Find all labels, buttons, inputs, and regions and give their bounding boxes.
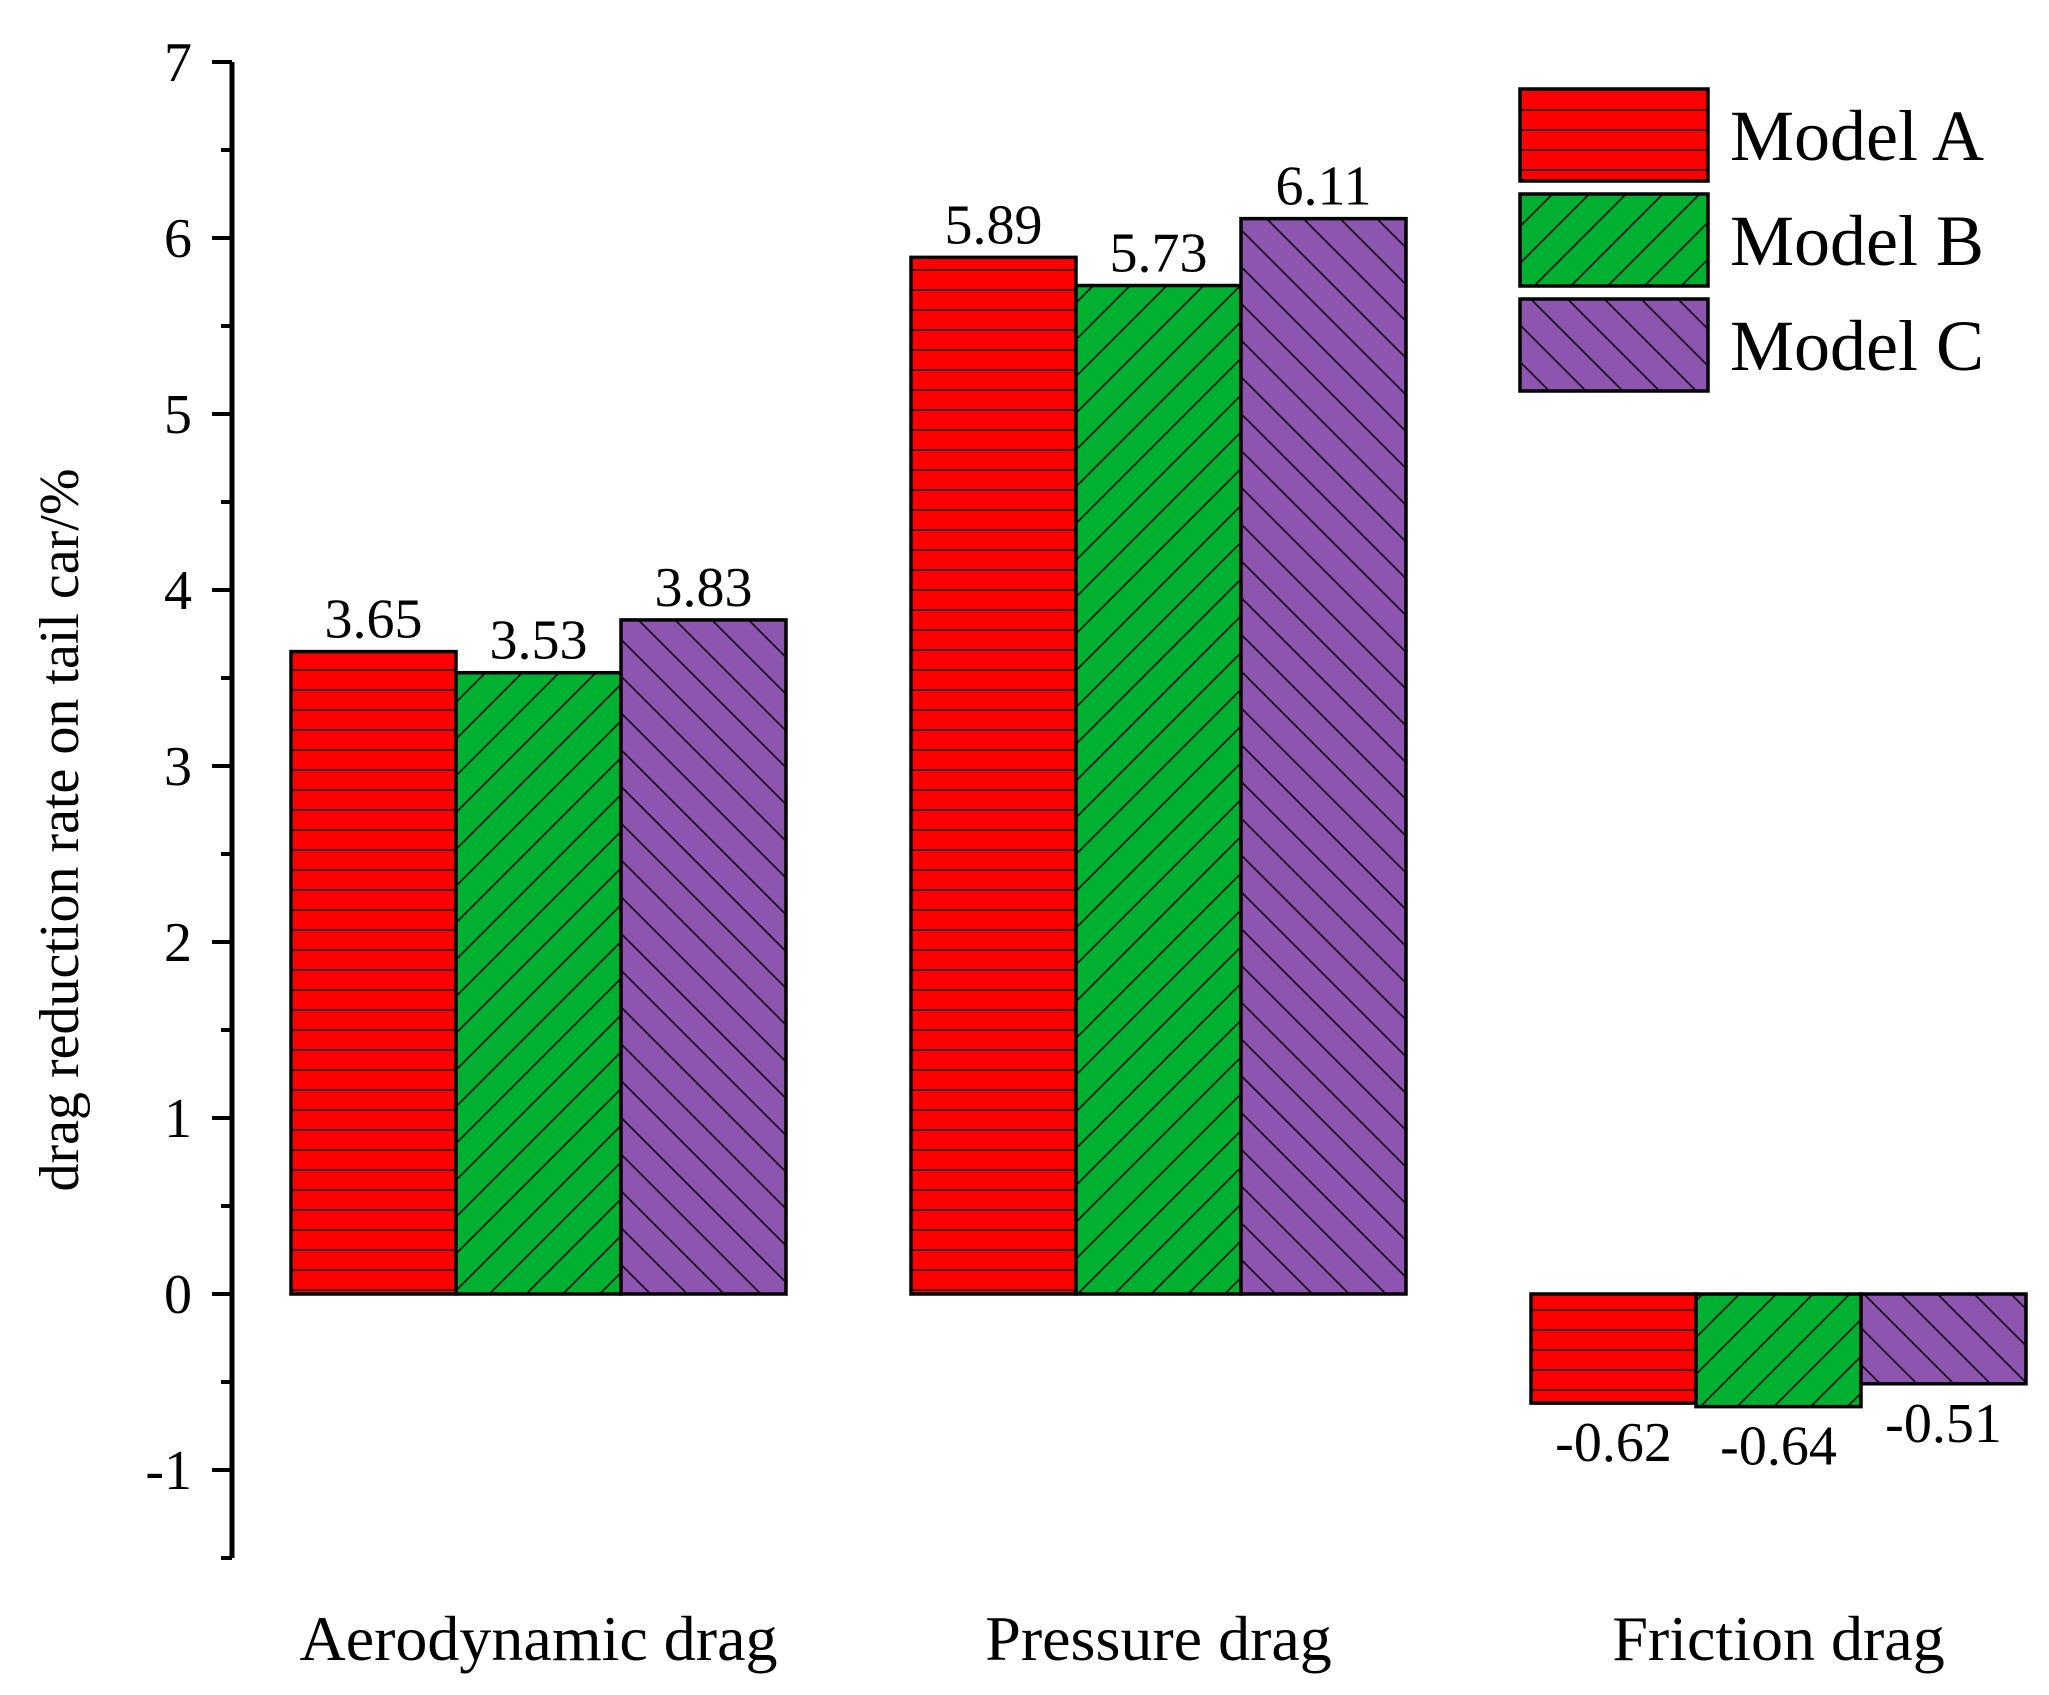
data-label: -0.51 bbox=[1885, 1393, 2002, 1455]
x-category-label: Aerodynamic drag bbox=[299, 1603, 777, 1674]
legend-label: Model A bbox=[1730, 96, 1984, 176]
y-tick-label: 3 bbox=[164, 736, 192, 798]
y-tick-label: 4 bbox=[164, 560, 192, 622]
y-tick-label: 2 bbox=[164, 912, 192, 974]
bar bbox=[619, 618, 788, 1296]
x-category-label: Friction drag bbox=[1612, 1603, 1944, 1674]
bar bbox=[454, 670, 623, 1296]
bar bbox=[1529, 1292, 1698, 1405]
plot-area: -1 0 1 2 3 4 5 6 7 3.65 3.53 3.83 Aerodynamic drag 5.… bbox=[145, 32, 2028, 1674]
y-tick-label: 0 bbox=[164, 1264, 192, 1326]
bar bbox=[289, 649, 458, 1296]
data-label: -0.64 bbox=[1720, 1416, 1837, 1478]
y-tick-label: 5 bbox=[164, 384, 192, 446]
bar bbox=[1239, 216, 1408, 1296]
bar bbox=[1074, 283, 1243, 1296]
bar bbox=[1859, 1292, 2028, 1386]
bar bbox=[909, 255, 1078, 1296]
y-tick-label: 7 bbox=[164, 32, 192, 94]
data-label: -0.62 bbox=[1555, 1412, 1672, 1474]
legend-swatch bbox=[1518, 87, 1710, 183]
x-category-label: Pressure drag bbox=[985, 1603, 1332, 1674]
data-label: 5.89 bbox=[945, 194, 1043, 256]
data-label: 5.73 bbox=[1110, 223, 1208, 285]
y-tick-label: 1 bbox=[164, 1088, 192, 1150]
bar bbox=[1694, 1292, 1863, 1409]
y-tick-label: -1 bbox=[145, 1440, 192, 1502]
y-tick-label: 6 bbox=[164, 208, 192, 270]
data-label: 3.83 bbox=[655, 557, 753, 619]
data-label: 3.53 bbox=[490, 610, 588, 672]
legend-swatch bbox=[1518, 297, 1710, 393]
data-label: 3.65 bbox=[325, 589, 423, 651]
legend-swatch bbox=[1518, 192, 1710, 288]
legend-label: Model C bbox=[1730, 306, 1984, 386]
legend-label: Model B bbox=[1730, 201, 1984, 281]
data-label: 6.11 bbox=[1276, 156, 1372, 218]
y-axis-label: drag reduction rate on tail car/% bbox=[29, 469, 91, 1192]
